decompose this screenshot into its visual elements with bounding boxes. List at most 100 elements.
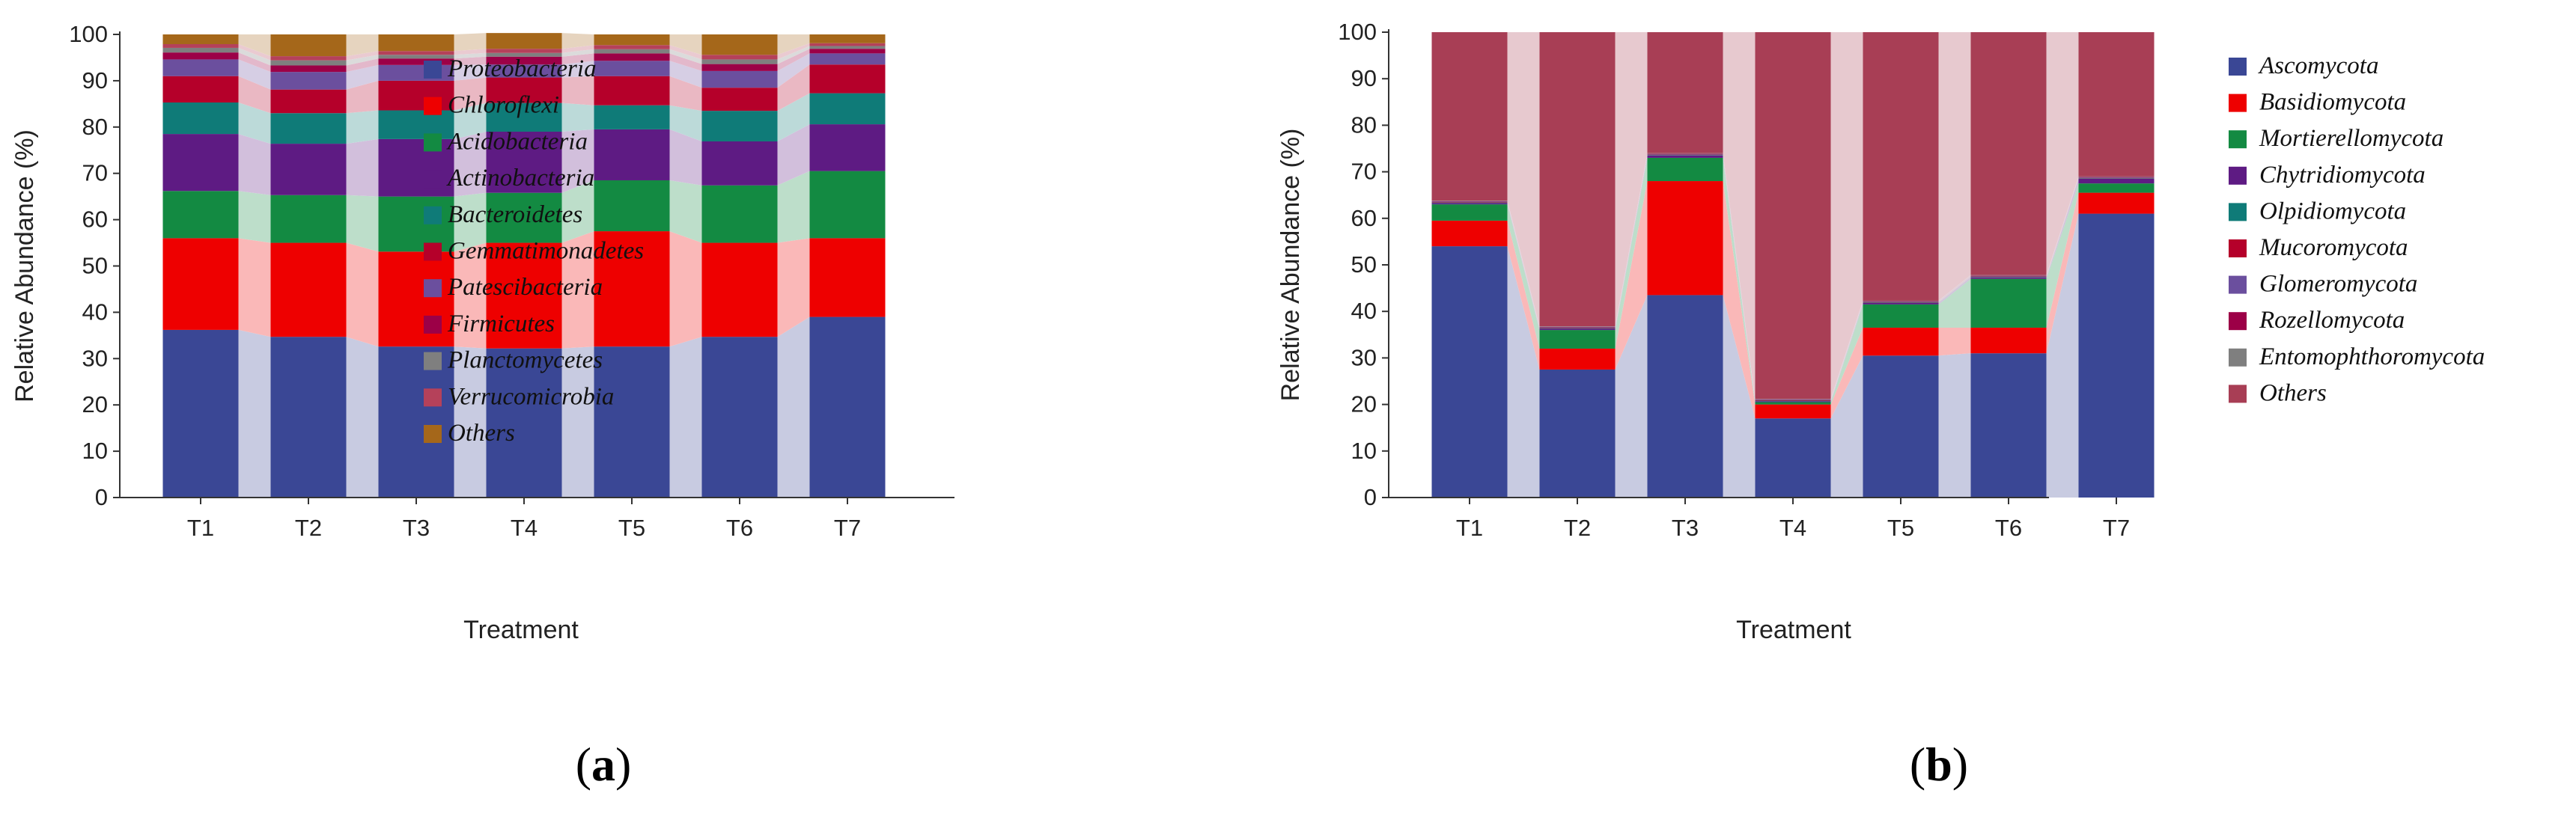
band-chloroflexi-t3-t4 bbox=[454, 242, 487, 349]
band-mortierellomycota-t4-t5 bbox=[1830, 304, 1863, 405]
band-olpidiomycota-t5-t6 bbox=[1938, 277, 1971, 304]
band-planctomycetes-t6-t7 bbox=[777, 46, 810, 64]
bar-segment-mucoromycota-t7 bbox=[2078, 177, 2155, 179]
legend-swatch-others bbox=[2229, 385, 2247, 403]
bar-segment-proteobacteria-t5 bbox=[594, 346, 670, 498]
legend-label-others: Others bbox=[2259, 379, 2327, 406]
band-glomeromycota-t1-t2 bbox=[1507, 201, 1540, 328]
legend-swatch-olpidiomycota bbox=[2229, 203, 2247, 221]
bar-segment-actinobacteria-t5 bbox=[594, 129, 670, 180]
band-patescibacteria-t5-t6 bbox=[669, 61, 702, 88]
y-tick-label-0: 0 bbox=[95, 484, 108, 510]
bar-segment-firmicutes-t4 bbox=[486, 56, 562, 65]
legend: Proteobacteria Chloroflexi Acidobacteria Ac… bbox=[424, 55, 644, 447]
bar-segment-mucoromycota-t5 bbox=[1863, 302, 1939, 303]
bar-segment-chloroflexi-t5 bbox=[594, 231, 670, 347]
band-verrucomicrobia-t4-t5 bbox=[561, 45, 594, 53]
band-mortierellomycota-t1-t2 bbox=[1507, 204, 1540, 349]
legend-label-glomeromycota: Glomeromycota bbox=[2259, 271, 2417, 298]
band-proteobacteria-t6-t7 bbox=[777, 316, 810, 498]
band-gemmatimonadetes-t3-t4 bbox=[454, 77, 487, 111]
bar-segment-rozellomycota-t6 bbox=[1970, 275, 2047, 276]
band-gemmatimonadetes-t2-t3 bbox=[346, 80, 379, 114]
band-others-t4-t5 bbox=[1830, 32, 1863, 400]
legend-swatch-others bbox=[424, 425, 442, 443]
bar-segment-proteobacteria-t1 bbox=[162, 329, 239, 498]
band-others-t5-t6 bbox=[1938, 32, 1971, 301]
legend-swatch-mortierellomycota bbox=[2229, 130, 2247, 149]
band-acidobacteria-t6-t7 bbox=[777, 171, 810, 243]
bar-segment-chytridiomycota-t4 bbox=[1755, 401, 1831, 403]
bar-segment-others-t7 bbox=[2078, 32, 2155, 177]
y-tick-label-80: 80 bbox=[82, 114, 108, 140]
bar-segment-olpidiomycota-t1 bbox=[1431, 202, 1508, 204]
bar-segment-acidobacteria-t4 bbox=[486, 192, 562, 243]
bar-segment-chloroflexi-t4 bbox=[486, 242, 562, 349]
bar-segment-others-t4 bbox=[1755, 32, 1831, 400]
band-mortierellomycota-t2-t3 bbox=[1615, 157, 1648, 349]
bar-segment-planctomycetes-t7 bbox=[809, 46, 886, 49]
panel-b-chart: 0 10 20 30 40 50 60 70 80 90 100 T1 T2 T3 T4 T5 T6 T7 Rela… bbox=[1276, 19, 2485, 791]
bar-segment-glomeromycota-t3 bbox=[1647, 153, 1723, 155]
y-tick-label-40: 40 bbox=[1351, 298, 1377, 324]
bar-segment-acidobacteria-t1 bbox=[162, 191, 239, 239]
legend-swatch-glomeromycota bbox=[2229, 275, 2247, 294]
x-tick-label-t3: T3 bbox=[1672, 515, 1699, 541]
bar-segment-basidiomycota-t1 bbox=[1431, 220, 1508, 247]
bar-segment-gemmatimonadetes-t5 bbox=[594, 76, 670, 105]
band-glomeromycota-t3-t4 bbox=[1723, 153, 1756, 401]
legend-label-verrucomicrobia: Verrucomicrobia bbox=[448, 383, 614, 410]
bar-segment-acidobacteria-t2 bbox=[270, 195, 347, 243]
bar-segment-verrucomicrobia-t3 bbox=[378, 51, 454, 55]
band-olpidiomycota-t6-t7 bbox=[2046, 178, 2079, 278]
band-ascomycota-t2-t3 bbox=[1615, 295, 1648, 498]
bar-segment-verrucomicrobia-t4 bbox=[486, 49, 562, 53]
bar-segment-mortierellomycota-t2 bbox=[1539, 330, 1616, 349]
band-mucoromycota-t6-t7 bbox=[2046, 177, 2079, 278]
band-bacteroidetes-t4-t5 bbox=[561, 102, 594, 132]
bar-segment-acidobacteria-t7 bbox=[809, 171, 886, 239]
band-mucoromycota-t1-t2 bbox=[1507, 202, 1540, 328]
bar-segment-acidobacteria-t5 bbox=[594, 180, 670, 232]
legend-swatch-mucoromycota bbox=[2229, 239, 2247, 257]
legend-swatch-rozellomycota bbox=[2229, 312, 2247, 331]
band-chytridiomycota-t6-t7 bbox=[2046, 178, 2079, 279]
bar-segment-proteobacteria-t3 bbox=[378, 346, 454, 498]
bar-segment-ascomycota-t1 bbox=[1431, 246, 1508, 498]
bar-segment-proteobacteria-t6 bbox=[701, 337, 778, 498]
band-planctomycetes-t5-t6 bbox=[669, 49, 702, 64]
y-tick-label-70: 70 bbox=[1351, 159, 1377, 185]
x-tick-label-t3: T3 bbox=[403, 515, 430, 541]
x-tick-label-t1: T1 bbox=[1456, 515, 1483, 541]
bar-segment-glomeromycota-t7 bbox=[2078, 177, 2155, 178]
bar-segment-actinobacteria-t4 bbox=[486, 131, 562, 193]
panel-label-letter: a bbox=[591, 738, 615, 791]
bar-segment-chloroflexi-t3 bbox=[378, 251, 454, 347]
bar-segment-patescibacteria-t4 bbox=[486, 64, 562, 78]
bar-segment-patescibacteria-t1 bbox=[162, 59, 239, 76]
bar-segment-glomeromycota-t6 bbox=[1970, 275, 2047, 277]
x-tick-label-t7: T7 bbox=[2103, 515, 2130, 541]
panel-label: (a) bbox=[576, 738, 632, 791]
x-tick-label-t2: T2 bbox=[295, 515, 322, 541]
band-others-t5-t6 bbox=[669, 34, 702, 55]
y-tick-label-90: 90 bbox=[82, 67, 108, 94]
bar-segment-bacteroidetes-t1 bbox=[162, 102, 239, 135]
bar-segment-patescibacteria-t7 bbox=[809, 53, 886, 65]
band-firmicutes-t2-t3 bbox=[346, 58, 379, 73]
bar-segment-chloroflexi-t1 bbox=[162, 238, 239, 330]
bar-segment-others-t1 bbox=[162, 34, 239, 44]
x-axis-title: Treatment bbox=[463, 616, 579, 644]
bar-segment-acidobacteria-t3 bbox=[378, 196, 454, 252]
band-ascomycota-t4-t5 bbox=[1830, 355, 1863, 498]
bar-segment-rozellomycota-t2 bbox=[1539, 326, 1616, 328]
band-mucoromycota-t5-t6 bbox=[1938, 276, 1971, 303]
legend-label-planctomycetes: Planctomycetes bbox=[447, 347, 603, 374]
bar-segment-proteobacteria-t4 bbox=[486, 348, 562, 498]
band-rozellomycota-t3-t4 bbox=[1723, 153, 1756, 400]
band-chloroflexi-t5-t6 bbox=[669, 231, 702, 347]
panel-label-close: ) bbox=[1952, 738, 1968, 791]
x-tick-label-t2: T2 bbox=[1564, 515, 1591, 541]
band-verrucomicrobia-t6-t7 bbox=[777, 43, 810, 60]
